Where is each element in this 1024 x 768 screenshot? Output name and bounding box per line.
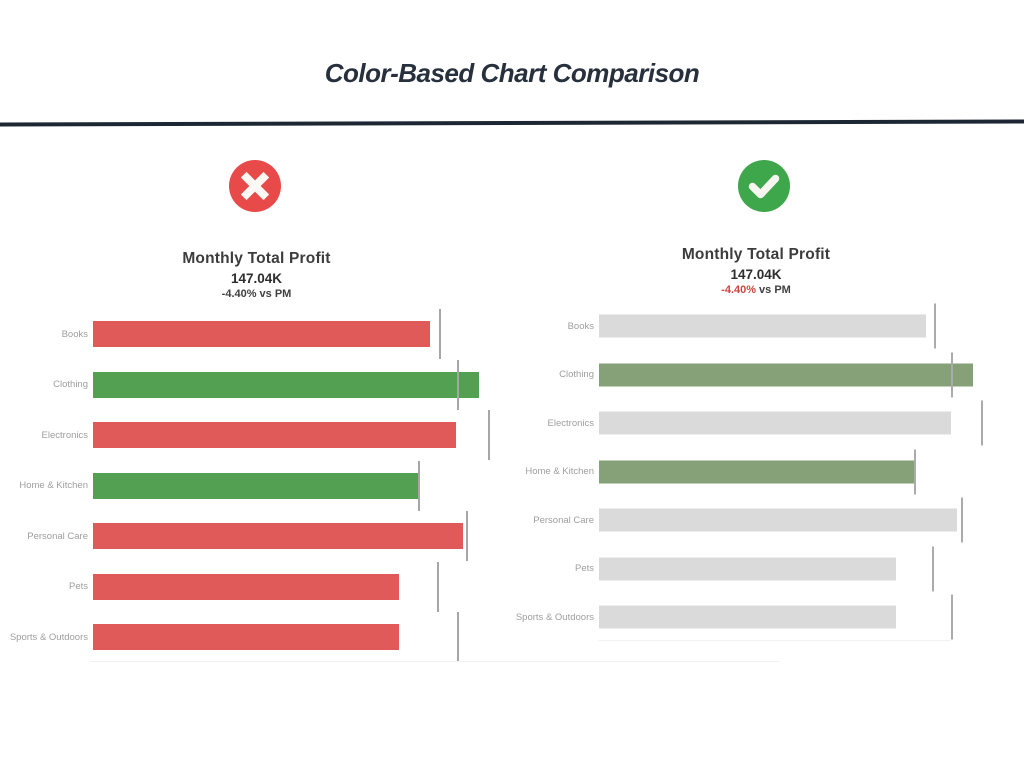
benchmark-tick xyxy=(951,352,954,398)
chart-total-value: 147.04K xyxy=(230,271,283,286)
benchmark-tick xyxy=(934,303,936,349)
category-label: Home & Kitchen xyxy=(19,480,88,492)
profit-bar xyxy=(599,557,896,581)
bar-row: Pets xyxy=(506,545,1006,594)
plot-area xyxy=(93,460,513,512)
chart-title: Monthly Total Profit xyxy=(681,246,831,263)
profit-bar xyxy=(599,605,896,629)
category-label: Electronics xyxy=(41,429,88,441)
profit-bar xyxy=(599,314,926,338)
chart-total-value: 147.04K xyxy=(730,267,782,282)
benchmark-tick xyxy=(456,612,459,663)
bar-row: Clothing xyxy=(0,359,513,411)
chart-title: Monthly Total Profit xyxy=(182,250,331,267)
category-label: Home & Kitchen xyxy=(525,466,594,478)
plot-area xyxy=(93,309,513,360)
chart-baseline xyxy=(90,661,780,662)
category-label: Sports & Outdoors xyxy=(515,611,594,623)
benchmark-tick xyxy=(417,460,420,511)
profit-bar xyxy=(93,371,479,398)
benchmark-tick xyxy=(960,497,963,543)
category-label: Sports & Outdoors xyxy=(9,631,88,643)
profit-bar xyxy=(93,321,430,348)
bar-row: Electronics xyxy=(506,399,1006,448)
plot-area xyxy=(599,351,1006,400)
plot-area xyxy=(93,612,513,663)
category-label: Clothing xyxy=(559,369,594,381)
profit-bar xyxy=(599,411,951,435)
bar-row: Books xyxy=(506,302,1006,351)
chart-header: Monthly Total Profit 147.04K -4.40% vs PM xyxy=(0,250,513,300)
chart-delta: -4.40% vs PM xyxy=(506,284,1006,296)
bar-row: Pets xyxy=(0,561,513,613)
bar-row: Sports & Outdoors xyxy=(0,612,513,663)
delta-percent: -4.40% xyxy=(721,284,757,296)
bad-example-badge xyxy=(229,160,281,212)
benchmark-tick xyxy=(932,546,935,592)
cross-icon xyxy=(229,160,281,212)
category-label: Pets xyxy=(574,563,594,575)
profit-bar xyxy=(599,508,958,532)
bar-rows: Books Clothing Electronics Home & Kitchen Pe… xyxy=(506,302,1006,642)
category-label: Clothing xyxy=(53,379,88,391)
bar-row: Books xyxy=(0,309,513,360)
plot-area xyxy=(599,593,1006,642)
profit-bar xyxy=(93,624,400,651)
bar-row: Sports & Outdoors xyxy=(506,593,1006,642)
plot-area xyxy=(599,496,1006,545)
chart-delta: -4.40% vs PM xyxy=(0,288,513,300)
bar-row: Personal Care xyxy=(0,511,513,562)
benchmark-tick xyxy=(913,449,916,495)
profit-bar xyxy=(93,422,457,449)
plot-area xyxy=(93,561,513,613)
category-label: Books xyxy=(61,328,88,340)
category-label: Personal Care xyxy=(27,530,88,542)
profit-bar xyxy=(599,460,915,484)
bar-rows: Books Clothing Electronics Home & Kitchen Pe… xyxy=(0,309,513,663)
benchmark-tick xyxy=(487,410,490,461)
header-divider xyxy=(0,119,1024,127)
chart-header: Monthly Total Profit 147.04K -4.40% vs PM xyxy=(506,246,1006,296)
category-label: Pets xyxy=(68,581,88,593)
delta-suffix: vs PM xyxy=(759,284,791,296)
benchmark-tick xyxy=(951,594,954,640)
check-icon xyxy=(738,160,790,212)
profit-bar xyxy=(93,472,419,499)
delta-suffix: vs PM xyxy=(259,288,292,300)
plot-area xyxy=(599,399,1006,448)
category-label: Electronics xyxy=(547,417,594,429)
plot-area xyxy=(93,511,513,562)
category-label: Books xyxy=(567,320,594,332)
bar-row: Electronics xyxy=(0,410,513,461)
profit-bar xyxy=(93,573,400,600)
category-label: Personal Care xyxy=(533,514,594,526)
profit-bar xyxy=(93,523,463,550)
benchmark-tick xyxy=(981,400,984,446)
benchmark-tick xyxy=(438,309,441,360)
benchmark-tick xyxy=(437,561,440,612)
chart-bad-example: Monthly Total Profit 147.04K -4.40% vs PM… xyxy=(0,250,513,670)
page-title: Color-Based Chart Comparison xyxy=(324,58,700,88)
chart-good-example: Monthly Total Profit 147.04K -4.40% vs PM… xyxy=(506,246,1006,656)
plot-area xyxy=(599,545,1006,594)
bar-row: Personal Care xyxy=(506,496,1006,545)
benchmark-tick xyxy=(466,511,469,562)
plot-area xyxy=(599,448,1006,497)
profit-bar xyxy=(599,363,973,387)
bar-row: Clothing xyxy=(506,351,1006,400)
good-example-badge xyxy=(738,160,790,212)
delta-percent: -4.40% xyxy=(221,288,257,300)
benchmark-tick xyxy=(456,359,459,410)
plot-area xyxy=(93,359,513,411)
plot-area xyxy=(599,302,1006,351)
bar-row: Home & Kitchen xyxy=(506,448,1006,497)
chart-baseline xyxy=(599,640,951,641)
bar-row: Home & Kitchen xyxy=(0,460,513,512)
plot-area xyxy=(93,410,513,461)
